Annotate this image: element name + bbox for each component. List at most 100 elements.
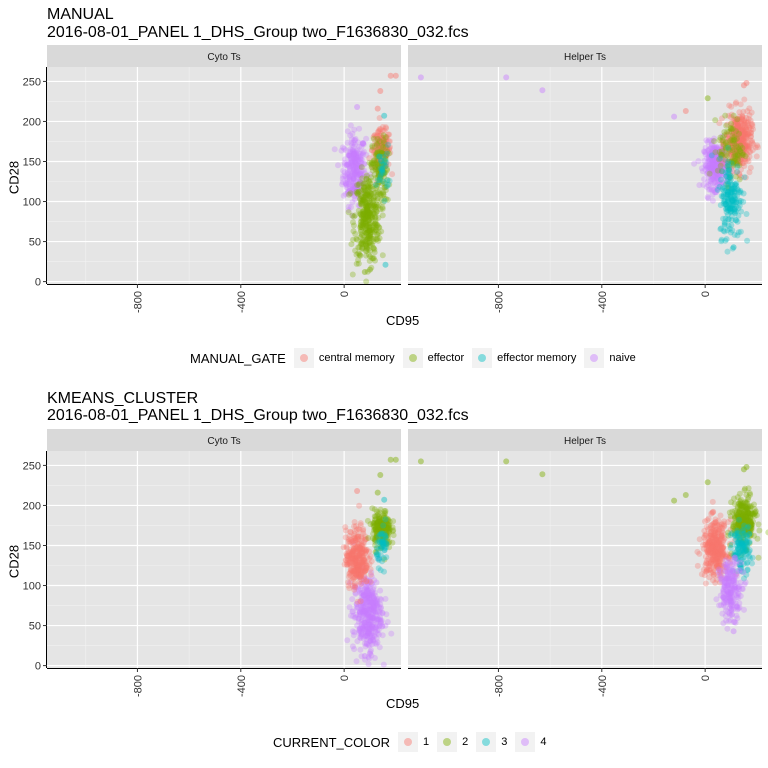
data-point: [726, 509, 733, 516]
data-point: [350, 188, 357, 195]
data-point: [730, 143, 737, 150]
data-point: [365, 185, 372, 192]
data-point: [742, 153, 749, 160]
data-point: [368, 606, 375, 613]
data-point: [704, 164, 711, 171]
data-point: [724, 248, 731, 255]
data-point: [700, 181, 707, 188]
data-point: [362, 194, 369, 201]
data-point: [751, 513, 758, 519]
data-point: [739, 153, 746, 160]
data-point: [713, 172, 720, 179]
data-point: [365, 594, 372, 601]
data-point: [726, 167, 733, 174]
data-point: [358, 603, 365, 610]
data-point: [349, 173, 356, 179]
data-point: [711, 155, 718, 162]
data-point: [704, 158, 711, 165]
data-point: [743, 124, 750, 131]
data-point: [743, 211, 750, 217]
data-point: [373, 598, 380, 605]
legend-key-icon: [443, 738, 452, 746]
data-point: [729, 205, 736, 212]
data-point: [350, 166, 357, 173]
data-point: [364, 588, 371, 595]
data-point: [358, 631, 365, 638]
data-point: [734, 129, 741, 136]
data-point: [367, 201, 373, 208]
data-point: [343, 161, 350, 168]
data-point: [352, 164, 359, 171]
data-point: [368, 147, 375, 154]
data-point: [381, 164, 387, 171]
data-point: [743, 151, 750, 158]
data-point: [386, 145, 393, 152]
data-point: [733, 158, 739, 165]
data-point: [736, 142, 743, 149]
data-point: [383, 142, 389, 149]
data-point: [737, 136, 744, 143]
data-point: [376, 126, 383, 133]
data-point: [363, 640, 370, 647]
data-point: [371, 589, 378, 596]
data-point: [356, 573, 363, 580]
data-point: [359, 239, 365, 246]
data-point: [360, 591, 367, 598]
data-point: [714, 166, 721, 173]
data-point: [739, 152, 746, 158]
data-point: [373, 222, 380, 229]
data-point: [350, 151, 357, 158]
data-point: [717, 152, 724, 159]
data-point: [735, 122, 742, 129]
data-point: [730, 122, 737, 129]
data-point: [361, 160, 368, 167]
data-point: [717, 158, 724, 165]
data-point: [356, 188, 362, 195]
data-point: [353, 182, 360, 189]
data-point: [385, 141, 392, 148]
data-point: [735, 135, 742, 142]
data-point: [364, 616, 371, 623]
data-point: [384, 145, 391, 152]
data-point: [350, 168, 357, 175]
data-point: [356, 125, 363, 132]
data-point: [363, 609, 370, 616]
data-point: [380, 150, 387, 157]
data-point: [723, 158, 730, 165]
data-point: [344, 139, 351, 146]
data-point: [349, 271, 356, 278]
data-point: [371, 171, 378, 178]
data-point: [671, 113, 678, 120]
data-point: [737, 156, 744, 163]
legend-item: 3: [476, 732, 507, 752]
data-point: [351, 163, 358, 170]
data-point: [366, 227, 373, 234]
data-point: [378, 145, 385, 152]
data-point: [711, 158, 717, 165]
data-point: [364, 593, 371, 600]
data-point: [362, 227, 369, 234]
data-point: [714, 185, 721, 192]
data-point: [704, 170, 711, 177]
data-point: [370, 594, 377, 601]
data-point: [387, 72, 394, 79]
data-point: [718, 174, 725, 181]
data-point: [732, 208, 739, 215]
data-point: [707, 153, 714, 160]
data-point: [381, 173, 387, 180]
data-point: [346, 177, 353, 183]
data-point: [353, 173, 360, 180]
y-tick-label: 50: [29, 237, 41, 249]
data-point: [733, 125, 740, 132]
data-point: [363, 241, 369, 248]
data-point: [379, 139, 386, 145]
data-point: [359, 219, 366, 226]
data-point: [370, 615, 377, 621]
data-point: [367, 619, 374, 626]
data-point: [365, 629, 372, 636]
data-point: [382, 146, 389, 153]
data-point: [331, 146, 338, 153]
data-point: [362, 608, 368, 615]
data-point: [706, 151, 713, 158]
data-point: [379, 127, 386, 134]
